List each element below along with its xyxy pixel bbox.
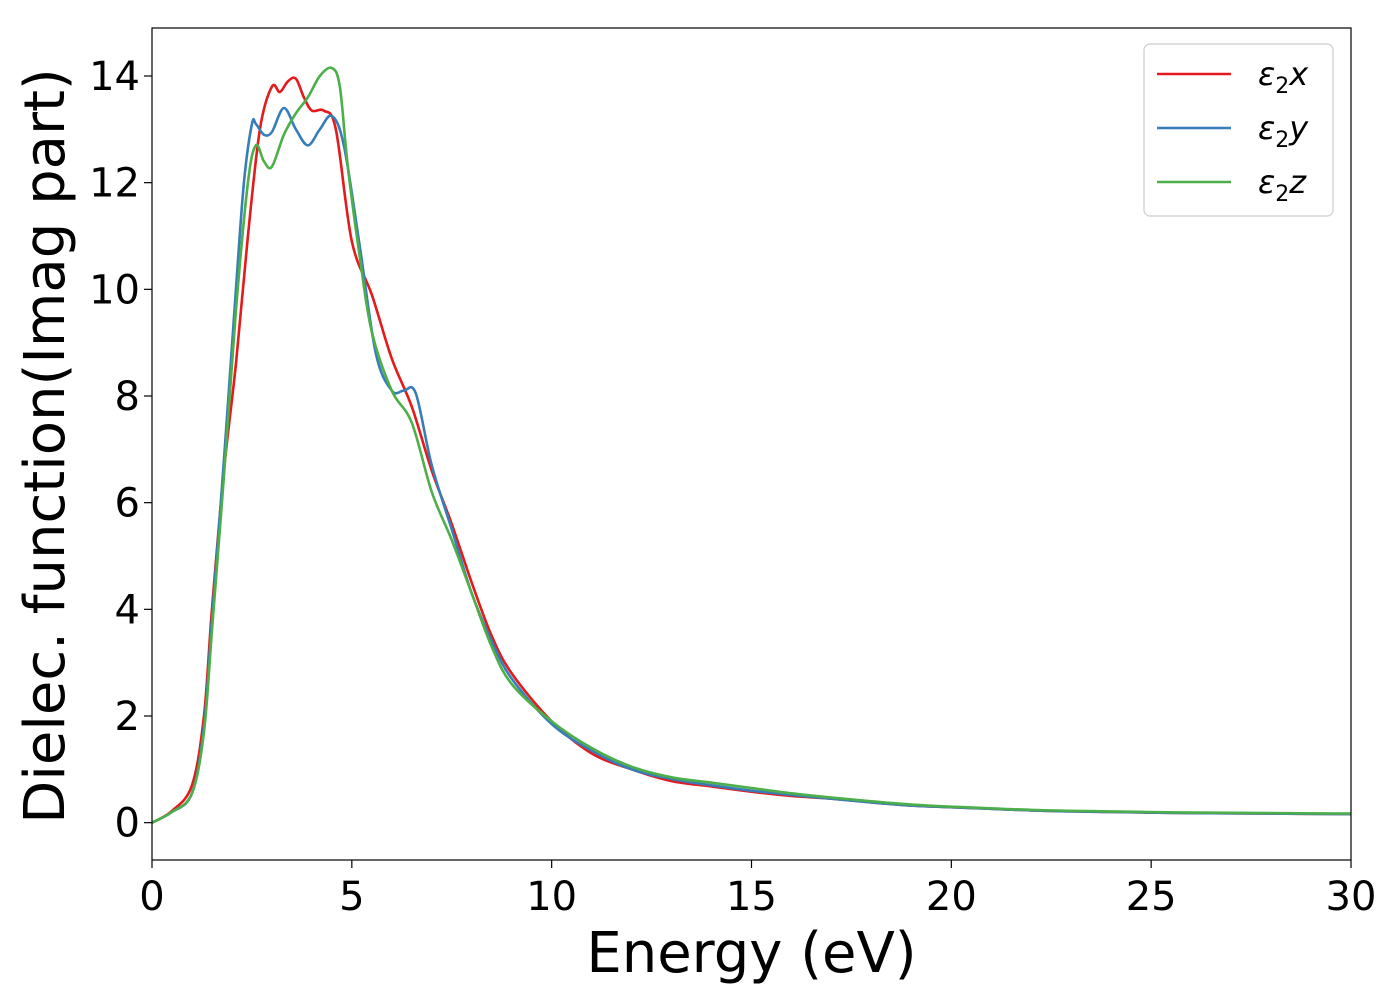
y-tick-label: 14 — [89, 54, 140, 100]
x-tick-label: 25 — [1126, 874, 1177, 920]
legend-label-z: ε2z — [1258, 163, 1307, 207]
legend-box — [1143, 43, 1334, 217]
x-tick-label: 15 — [726, 874, 777, 920]
legend-label-y: ε2y — [1258, 109, 1309, 153]
y-tick-label: 2 — [115, 694, 140, 740]
x-tick-label: 20 — [926, 874, 977, 920]
y-tick-label: 4 — [115, 587, 140, 633]
x-tick-label: 5 — [339, 874, 364, 920]
x-tick-label: 10 — [526, 874, 577, 920]
series-line-z — [152, 66, 1351, 824]
x-axis-label: Energy (eV) — [586, 921, 916, 986]
series-layer — [152, 66, 1351, 824]
legend-label-x: ε2x — [1258, 55, 1309, 99]
x-tick-label: 30 — [1326, 874, 1377, 920]
y-tick-label: 12 — [89, 161, 140, 207]
y-axis-label: Dielec. function(Imag part) — [13, 68, 78, 824]
y-tick-label: 8 — [115, 374, 140, 420]
y-tick-label: 0 — [115, 801, 140, 847]
x-tick-label: 0 — [139, 874, 164, 920]
y-tick-label: 10 — [89, 267, 140, 313]
legend: ε2x ε2y ε2z — [1143, 43, 1334, 217]
y-tick-label: 6 — [115, 481, 140, 527]
y-axis: 0 2 4 6 8 10 12 14 — [89, 54, 152, 847]
x-axis: 0 5 10 15 20 25 30 — [139, 860, 1376, 920]
